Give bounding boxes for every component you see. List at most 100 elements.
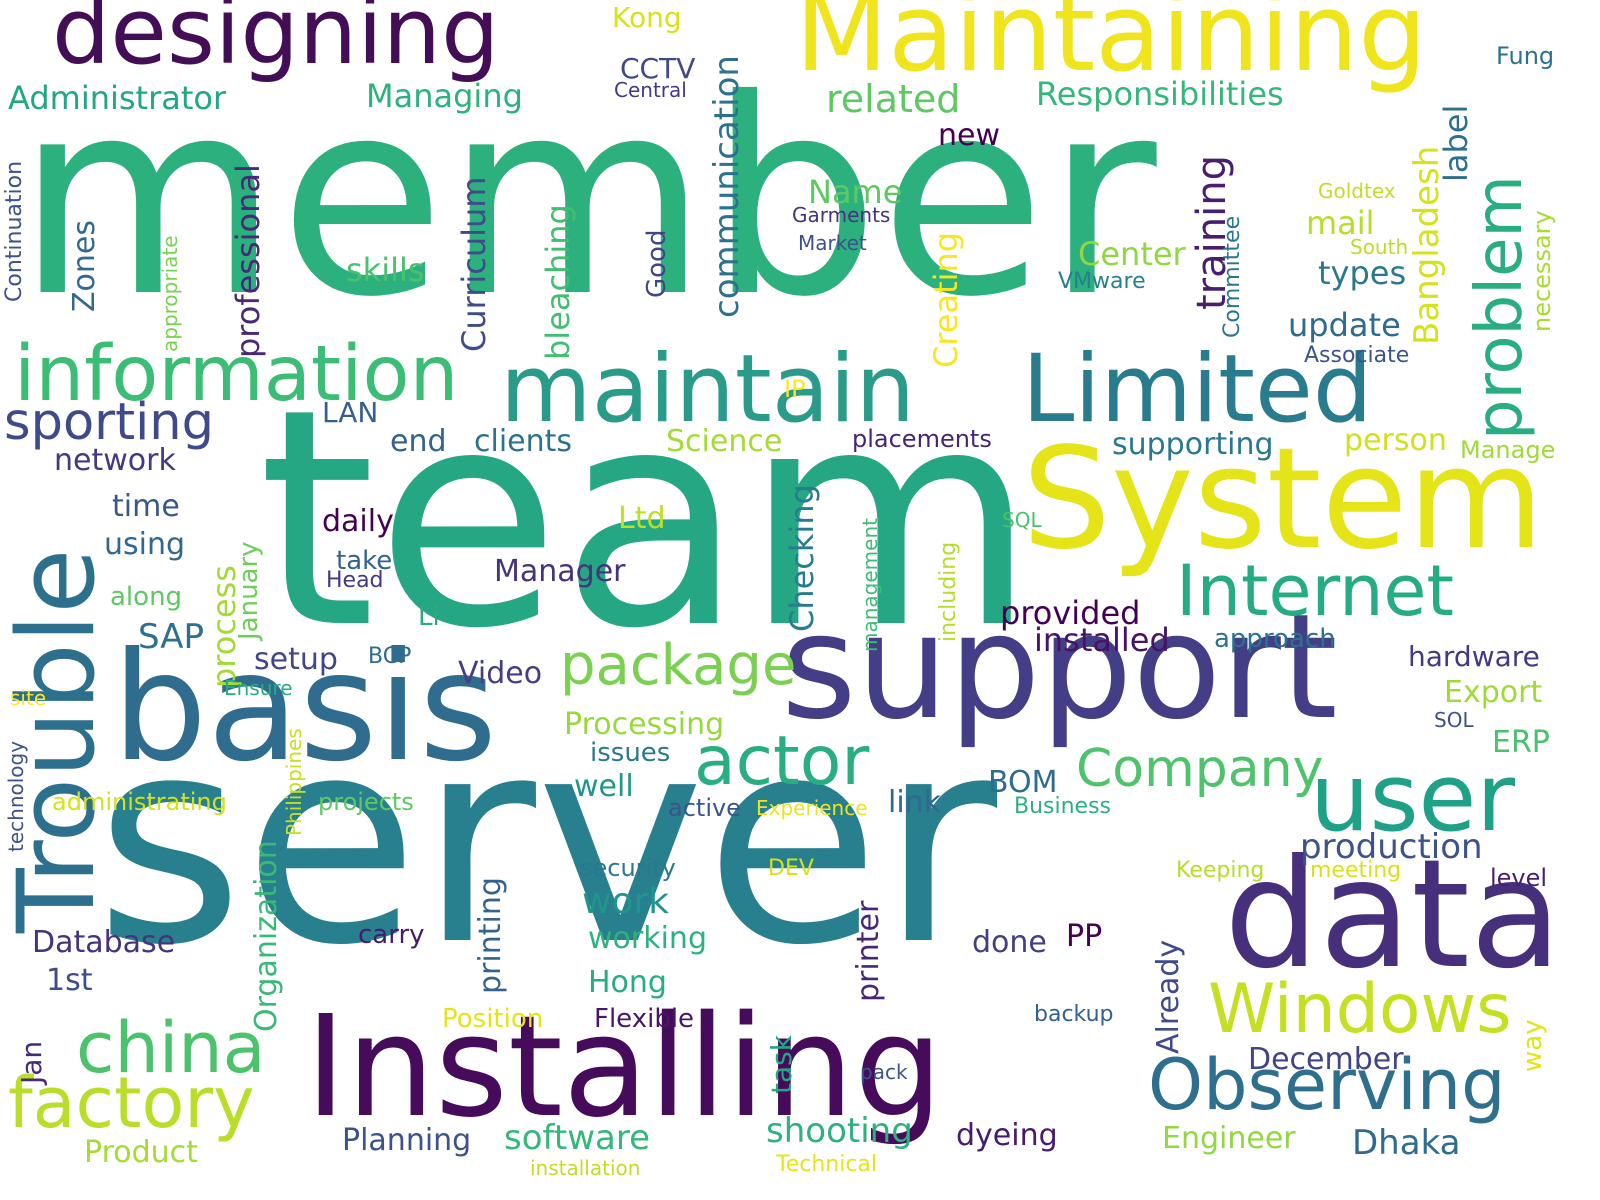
word-skills: skills <box>346 251 425 289</box>
word-task: task <box>765 1035 798 1094</box>
word-li: Li <box>418 602 440 632</box>
word-process: process <box>205 565 243 688</box>
word-label: label <box>1437 104 1475 182</box>
word-installation: installation <box>530 1156 641 1180</box>
word-database: Database <box>32 925 176 960</box>
word-lan: LAN <box>322 396 379 429</box>
word-sap: SAP <box>138 617 204 657</box>
word-approach: approach <box>1214 624 1336 654</box>
word-committee: Committee <box>1220 215 1245 338</box>
word-meeting: meeting <box>1310 858 1402 883</box>
word-jan: Jan <box>15 1040 48 1084</box>
word-installed: installed <box>1034 621 1170 659</box>
word-server: server <box>95 676 998 1008</box>
word-company: Company <box>1076 739 1324 799</box>
word-hardware: hardware <box>1408 640 1540 673</box>
word-fung: Fung <box>1496 42 1555 70</box>
word-update: update <box>1288 306 1401 344</box>
word-related: related <box>826 77 961 121</box>
word-active: active <box>668 794 741 822</box>
word-printer: printer <box>851 900 886 1002</box>
word-appropriate: appropriate <box>158 235 182 352</box>
word-designing: designing <box>52 0 500 85</box>
word-pp: PP <box>1066 919 1103 954</box>
word-dev: DEV <box>768 856 814 881</box>
word-curriculum: Curriculum <box>455 176 493 352</box>
word-basis: basis <box>112 621 498 795</box>
word-data: data <box>1224 828 1562 1002</box>
word-time: time <box>112 489 180 524</box>
word-flexible: Flexible <box>594 1004 695 1034</box>
word-person: person <box>1344 423 1447 458</box>
word-supporting: supporting <box>1112 427 1274 462</box>
word-observing: Observing <box>1148 1044 1506 1126</box>
word-center: Center <box>1078 235 1186 273</box>
word-member: member <box>16 41 1157 356</box>
word-bcp: BCP <box>368 644 412 669</box>
word-communication: communication <box>707 55 747 318</box>
word-internet: Internet <box>1176 550 1454 632</box>
word-science: Science <box>666 424 783 459</box>
word-printing: printing <box>473 877 508 994</box>
word-1st: 1st <box>46 963 93 998</box>
word-issues: issues <box>590 738 671 768</box>
word-done: done <box>972 925 1047 960</box>
word-sporting: sporting <box>4 393 214 452</box>
word-sol: SOL <box>1434 708 1474 732</box>
word-along: along <box>110 582 183 612</box>
word-ip: IP <box>784 375 806 403</box>
word-level: level <box>1490 864 1548 892</box>
word-well: well <box>574 769 634 804</box>
word-technical: Technical <box>776 1152 878 1177</box>
word-carry: carry <box>358 920 425 950</box>
word-mail: mail <box>1306 204 1375 242</box>
word-provided: provided <box>1000 594 1141 632</box>
word-philippines: Philippines <box>282 728 306 836</box>
word-actor: actor <box>694 722 870 801</box>
word-good: Good <box>642 229 672 298</box>
word-erp: ERP <box>1492 725 1550 760</box>
word-export: Export <box>1444 675 1543 710</box>
word-new: new <box>938 118 1001 153</box>
word-including: including <box>936 541 961 642</box>
word-organization: Organization <box>249 840 284 1032</box>
word-setup: setup <box>254 642 338 677</box>
word-problem: problem <box>1463 175 1537 440</box>
word-checking: Checking <box>783 484 821 632</box>
word-types: types <box>1318 254 1407 292</box>
word-keeping: Keeping <box>1176 858 1265 883</box>
word-already: Already <box>1151 939 1186 1054</box>
word-working: working <box>588 921 707 956</box>
word-engineer: Engineer <box>1162 1121 1296 1156</box>
word-december: December <box>1248 1042 1404 1077</box>
word-factory: factory <box>8 1062 255 1144</box>
word-ensure: Ensure <box>224 676 293 700</box>
word-way: way <box>1518 1019 1548 1072</box>
word-network: network <box>54 443 176 478</box>
word-experience: Experience <box>756 796 868 820</box>
word-maintaining: Maintaining <box>795 0 1427 96</box>
word-position: Position <box>442 1004 544 1034</box>
word-bom: BOM <box>988 765 1058 800</box>
word-end: end <box>390 424 447 459</box>
word-security: security <box>580 854 676 882</box>
word-bleaching: bleaching <box>539 204 577 360</box>
word-market: Market <box>798 231 867 255</box>
word-kong: Kong <box>612 1 682 34</box>
word-zones: Zones <box>67 219 102 312</box>
word-associate: Associate <box>1304 343 1410 368</box>
word-projects: projects <box>318 788 414 816</box>
word-limited: Limited <box>1022 335 1373 444</box>
word-information: information <box>14 330 459 419</box>
word-administrating: administrating <box>52 788 227 816</box>
word-team: team <box>258 345 1037 694</box>
word-management: management <box>858 518 882 652</box>
word-user: user <box>1310 744 1516 853</box>
word-central: Central <box>614 78 687 102</box>
word-name: Name <box>808 173 903 211</box>
word-dhaka: Dhaka <box>1352 1123 1461 1163</box>
word-south: South <box>1350 235 1409 259</box>
word-managing: Managing <box>366 77 523 115</box>
word-support: support <box>781 583 1338 752</box>
